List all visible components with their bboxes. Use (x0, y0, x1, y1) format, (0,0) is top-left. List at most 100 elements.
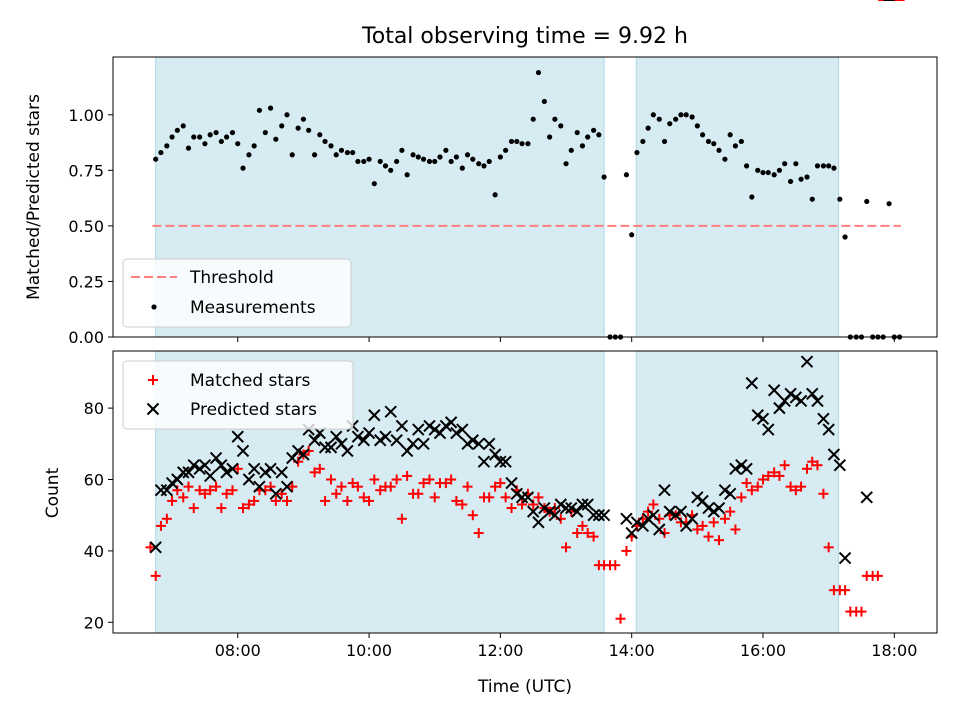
predicted-star-point (477, 455, 491, 468)
matched-star-point (643, 506, 654, 517)
predicted-star-point (215, 459, 228, 472)
measurement-point (191, 134, 197, 140)
measurement-point (361, 158, 367, 165)
predicted-star-point (767, 384, 781, 397)
predicted-legend-label: Predicted stars (190, 400, 317, 420)
matched-star-point (451, 495, 462, 506)
bottom-plot-frame (112, 350, 938, 634)
measurement-point (289, 152, 295, 158)
predicted-star-point (597, 508, 611, 522)
predicted-star-point (395, 419, 409, 433)
predicted-star-point (330, 430, 343, 443)
measurement-point (645, 125, 651, 131)
measurement-point (153, 156, 159, 162)
measurement-point (722, 156, 728, 162)
predicted-star-point (740, 462, 753, 476)
matched-star-point (440, 478, 451, 489)
predicted-star-point (220, 466, 233, 479)
predicted-star-point (658, 484, 671, 497)
matched-star-point (309, 467, 320, 478)
measurement-point (776, 167, 783, 173)
predicted-star-point (412, 423, 425, 436)
measurement-point (306, 127, 312, 133)
bottom-ytick-label-2: 60 (84, 471, 104, 490)
matched-star-point (462, 481, 473, 492)
measurement-point (481, 163, 487, 169)
measurement-point (694, 123, 700, 129)
predicted-star-point (538, 501, 551, 515)
predicted-star-point (379, 430, 392, 443)
predicted-star-point (576, 498, 589, 511)
measurement-point (459, 165, 465, 171)
measurement-point (273, 136, 279, 142)
measurement-point (634, 149, 640, 156)
predicted-star-point (625, 526, 638, 540)
bottom-ytick-label-1: 40 (84, 542, 104, 561)
measurement-point (568, 147, 574, 153)
measurement-point (251, 143, 257, 149)
matched-star-point (746, 485, 757, 496)
predicted-star-point (308, 434, 321, 447)
measurement-point (169, 134, 175, 140)
matched-star-point (692, 524, 703, 535)
matched-star-point (561, 542, 572, 553)
matched-star-point (167, 495, 178, 506)
matched-star-point (331, 488, 342, 499)
xtick-label-2: 12:00 (477, 641, 523, 660)
matched-star-point (325, 474, 336, 485)
measurement-point (629, 232, 635, 238)
predicted-star-point (318, 441, 332, 454)
predicted-star-point (789, 391, 803, 404)
matched-star-point (402, 470, 413, 481)
matched-star-point (336, 481, 347, 492)
measurement-point (623, 172, 630, 178)
measurement-point (831, 165, 837, 171)
predicted-star-point (417, 437, 430, 451)
predicted-star-point (592, 508, 606, 522)
measurement-point (738, 138, 744, 145)
predicted-star-point (269, 487, 283, 500)
matched-star-point (385, 481, 396, 492)
measurement-point (793, 161, 799, 167)
matched-star-point (785, 481, 796, 492)
measurement-point (837, 196, 843, 202)
matched-star-point (347, 478, 358, 489)
matched-star-point (856, 606, 867, 617)
predicted-star-point (773, 401, 786, 415)
measurement-point (350, 149, 356, 156)
matched-star-point (227, 485, 238, 496)
measurement-point (185, 145, 192, 151)
matched-star-point (790, 485, 801, 496)
measurement-point (377, 158, 383, 165)
measurements-legend-swatch (151, 304, 157, 310)
matched-star-point (708, 517, 719, 528)
measurement-point (240, 165, 246, 171)
matched-star-point (270, 495, 281, 506)
predicted-star-point (423, 419, 436, 433)
predicted-star-point (570, 505, 584, 518)
predicted-star-point (203, 469, 217, 483)
matched-star-point (758, 474, 769, 485)
top-ytick-label-4: 1.00 (68, 106, 104, 125)
matched-star-point (736, 492, 747, 503)
top-y-axis-label: Matched/Predicted stars (24, 94, 44, 300)
top-plot-frame (112, 56, 938, 338)
measurement-point (267, 105, 274, 111)
measurement-point (338, 147, 345, 153)
matched-star-point (659, 528, 670, 539)
top-panel: 0.00 0.25 0.50 0.75 1.00 Threshold Measurement… (68, 56, 938, 347)
measurement-point (470, 156, 476, 162)
predicted-star-point (707, 505, 720, 518)
measurement-point (497, 154, 503, 160)
matched-star-point (413, 488, 424, 499)
measurement-point (755, 167, 761, 173)
measurement-point (218, 138, 224, 145)
predicted-star-point (444, 416, 458, 429)
matched-star-point (418, 478, 429, 489)
measurement-point (886, 201, 892, 207)
matched-star-point (517, 499, 528, 510)
measurement-point (656, 116, 662, 122)
predicted-star-point (253, 480, 266, 493)
predicted-star-point (275, 466, 288, 479)
